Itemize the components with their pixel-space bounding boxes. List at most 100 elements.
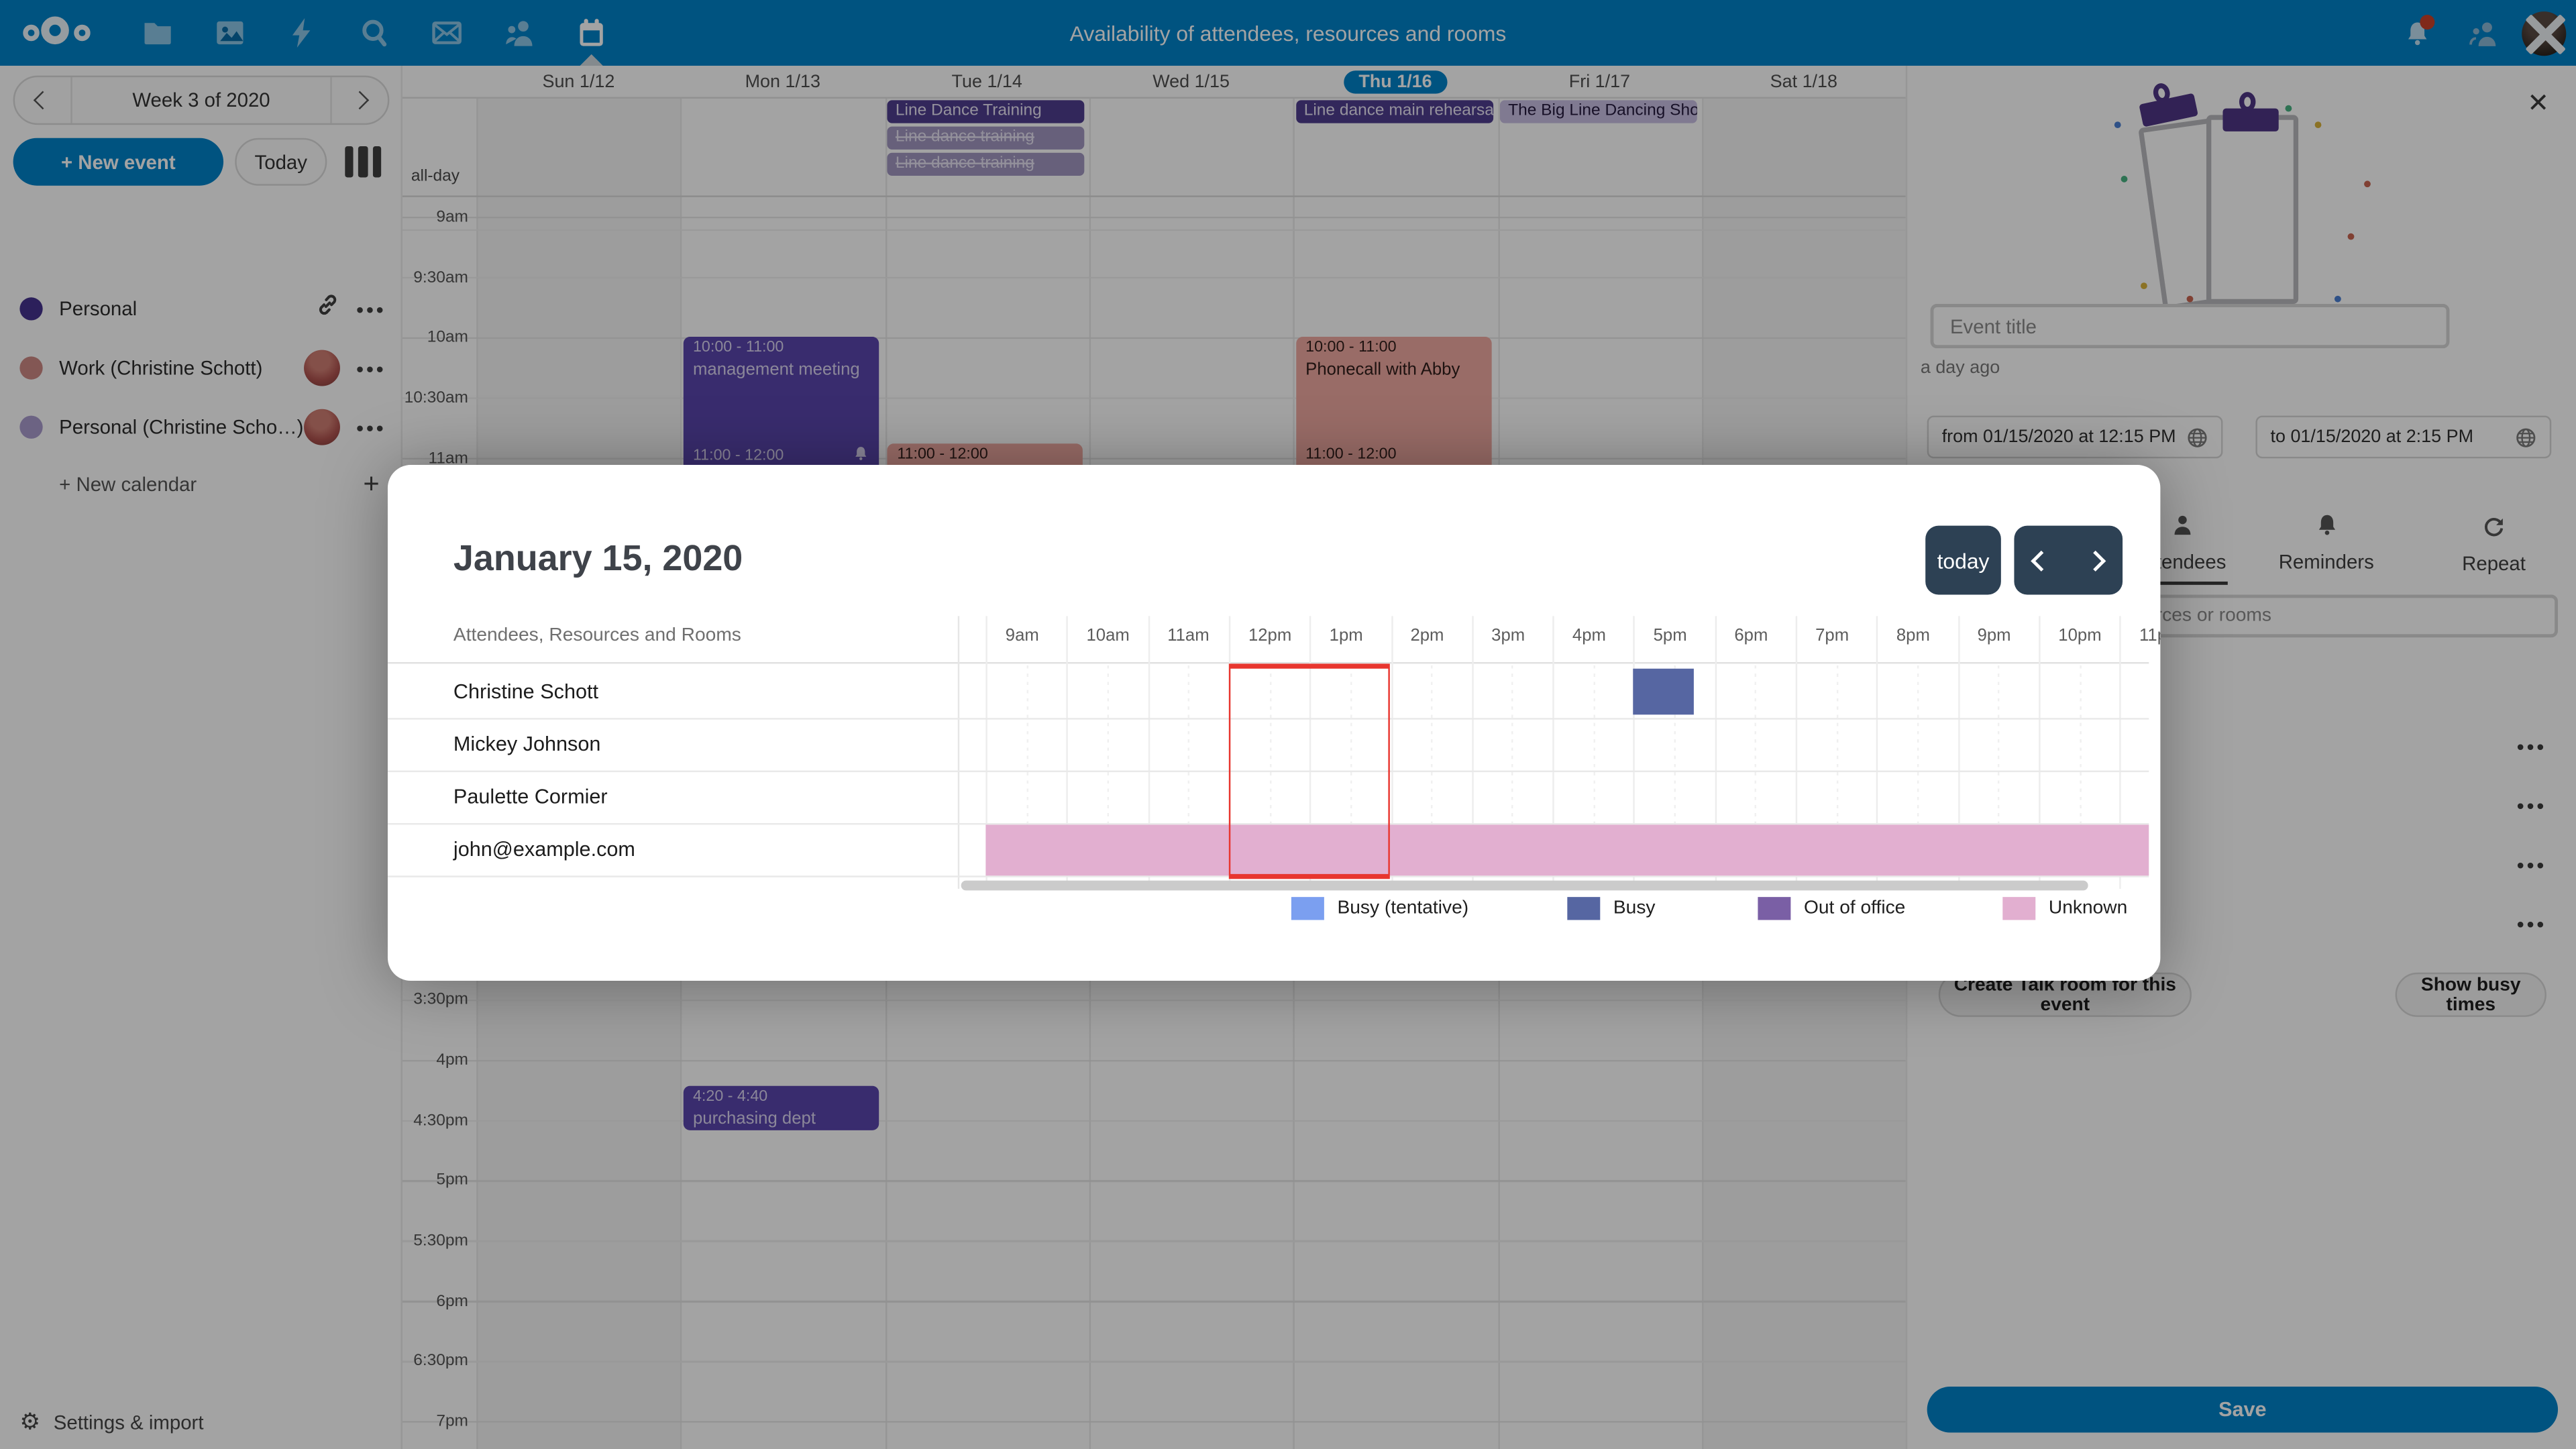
show-busy-times-button[interactable]: Show busy times — [2395, 972, 2546, 1017]
attendee-name: Mickey Johnson — [453, 733, 601, 756]
row-divider — [387, 718, 2149, 720]
timeline-hour-label: 6pm — [1734, 626, 1768, 646]
hour-gridline — [1876, 616, 1878, 889]
day-header[interactable]: Mon 1/13 — [745, 72, 820, 93]
legend-swatch — [1758, 897, 1791, 920]
shared-by-avatar — [303, 409, 340, 445]
calendar-menu-icon[interactable]: ••• — [356, 297, 386, 321]
notifications-bell-icon[interactable] — [2390, 0, 2443, 66]
tab-label: Reminders — [2278, 550, 2374, 574]
save-button[interactable]: Save — [1927, 1386, 2559, 1433]
files-icon[interactable] — [121, 0, 194, 66]
tab-repeat[interactable]: Repeat — [2420, 509, 2567, 585]
event-title-field[interactable]: Event title — [1930, 304, 2450, 349]
time-axis-label: 6:30pm — [413, 1352, 468, 1371]
contacts-menu-icon[interactable] — [2456, 0, 2508, 66]
time-axis-label: 10am — [427, 329, 468, 347]
top-header-bar: Availability of attendees, resources and… — [0, 0, 2576, 66]
calendar-event[interactable]: 10:00 - 11:00 management meeting — [683, 337, 879, 455]
hour-gridline — [1309, 616, 1311, 889]
all-day-event[interactable]: Line Dance Training — [887, 100, 1085, 123]
calendar-menu-icon[interactable]: ••• — [356, 415, 386, 440]
calendar-color-dot — [19, 415, 43, 439]
day-header-row: Sun 1/12 Mon 1/13 Tue 1/14 Wed 1/15 Thu 1/16… — [402, 66, 1906, 99]
event-time: 11:00 - 12:00 — [897, 444, 988, 463]
calendar-event[interactable]: 4:20 - 4:40 purchasing dept — [683, 1086, 879, 1131]
week-navigation: Week 3 of 2020 — [13, 75, 390, 125]
modal-date-title: January 15, 2020 — [453, 537, 743, 579]
attendee-menu-icon[interactable]: ••• — [2516, 910, 2547, 936]
nextcloud-logo-icon[interactable] — [23, 0, 95, 66]
timezone-globe-icon[interactable] — [2187, 427, 2208, 448]
attendee-menu-icon[interactable]: ••• — [2516, 792, 2547, 818]
view-mode-icon[interactable] — [345, 146, 382, 178]
close-icon[interactable]: ✕ — [2527, 90, 2550, 119]
mail-icon[interactable] — [411, 0, 483, 66]
modal-today-button[interactable]: today — [1925, 525, 2001, 595]
clipboard-clip — [2222, 92, 2279, 131]
contacts-icon[interactable] — [483, 0, 555, 66]
time-selection-rectangle[interactable] — [1228, 663, 1391, 878]
all-day-event[interactable]: Line dance training — [887, 152, 1085, 176]
calendar-list-item[interactable]: Personal (Christine Scho…) ••• — [0, 398, 402, 457]
calendar-menu-icon[interactable]: ••• — [356, 356, 386, 380]
timeline-hour-label: 4pm — [1572, 626, 1606, 646]
day-header[interactable]: Sun 1/12 — [542, 72, 615, 93]
attendee-menu-icon[interactable]: ••• — [2516, 851, 2547, 877]
time-axis-label: 9am — [436, 209, 468, 227]
calendar-event[interactable]: 10:00 - 11:00 Phonecall with Abby — [1295, 337, 1492, 455]
week-label[interactable]: Week 3 of 2020 — [70, 77, 332, 123]
event-time: 11:00 - 12:00 — [693, 445, 869, 468]
timezone-globe-icon[interactable] — [2515, 427, 2536, 448]
calendar-name: Work (Christine Schott) — [59, 356, 263, 380]
day-header[interactable]: Fri 1/17 — [1568, 72, 1631, 93]
attendee-menu-icon[interactable]: ••• — [2516, 733, 2547, 759]
settings-import[interactable]: ⚙ Settings & import — [19, 1409, 204, 1436]
timeline-hour-label: 8pm — [1896, 626, 1930, 646]
next-day-button[interactable] — [2068, 526, 2123, 595]
hour-gridline — [985, 616, 987, 889]
day-header[interactable]: Sat 1/18 — [1770, 72, 1838, 93]
end-datetime-field[interactable]: to 01/15/2020 at 2:15 PM — [2255, 415, 2552, 459]
new-event-button[interactable]: + New event — [13, 138, 224, 186]
time-axis-label: 9:30am — [413, 268, 468, 287]
clipboard-front — [2206, 115, 2299, 305]
activity-icon[interactable] — [266, 0, 339, 66]
timeline-hour-label: 3pm — [1491, 626, 1525, 646]
calendar-list: Personal ••• Work (Christine Schott) ••• Per… — [0, 279, 402, 456]
hour-gridline — [1067, 616, 1069, 889]
time-axis-label: 4pm — [436, 1051, 468, 1070]
clipboards-illustration — [2104, 81, 2400, 315]
event-time: 10:00 - 11:00 — [692, 339, 784, 358]
calendar-list-item[interactable]: Personal ••• — [0, 279, 402, 338]
timeline-scrollbar[interactable] — [961, 880, 2088, 891]
day-header[interactable]: Wed 1/15 — [1152, 72, 1230, 93]
timeline-hour-label: 7pm — [1815, 626, 1849, 646]
share-link-icon[interactable] — [315, 292, 340, 325]
event-title: purchasing dept — [692, 1109, 816, 1130]
attendees-column-header: Attendees, Resources and Rooms — [453, 626, 741, 646]
today-button[interactable]: Today — [235, 138, 327, 186]
day-header[interactable]: Tue 1/14 — [951, 72, 1022, 93]
search-icon[interactable] — [338, 0, 411, 66]
tab-reminders[interactable]: Reminders — [2253, 509, 2400, 585]
event-title: Phonecall with Abby — [1305, 360, 1460, 380]
attendee-name: john@example.com — [453, 837, 635, 861]
timeline-hour-label: 9am — [1005, 626, 1039, 646]
new-calendar-item[interactable]: + New calendar + — [0, 457, 402, 513]
all-day-event[interactable]: Line dance main rehearsal — [1295, 100, 1494, 123]
day-header[interactable]: Thu 1/16 — [1293, 66, 1497, 99]
photos-icon[interactable] — [194, 0, 266, 66]
timeline-hour-label: 5pm — [1653, 626, 1687, 646]
timeline-hour-label: 10am — [1086, 626, 1130, 646]
all-day-event[interactable]: The Big Line Dancing Show — [1499, 100, 1698, 123]
availability-block-unknown — [985, 824, 2149, 876]
hour-gridline — [2119, 616, 2122, 889]
start-datetime-field[interactable]: from 01/15/2020 at 12:15 PM — [1927, 415, 2223, 459]
calendar-list-item[interactable]: Work (Christine Schott) ••• — [0, 338, 402, 397]
previous-day-button[interactable] — [2014, 526, 2068, 595]
hour-gridline — [1714, 616, 1717, 889]
all-day-event[interactable]: Line dance training — [887, 126, 1085, 150]
calendar-icon[interactable] — [555, 0, 628, 66]
